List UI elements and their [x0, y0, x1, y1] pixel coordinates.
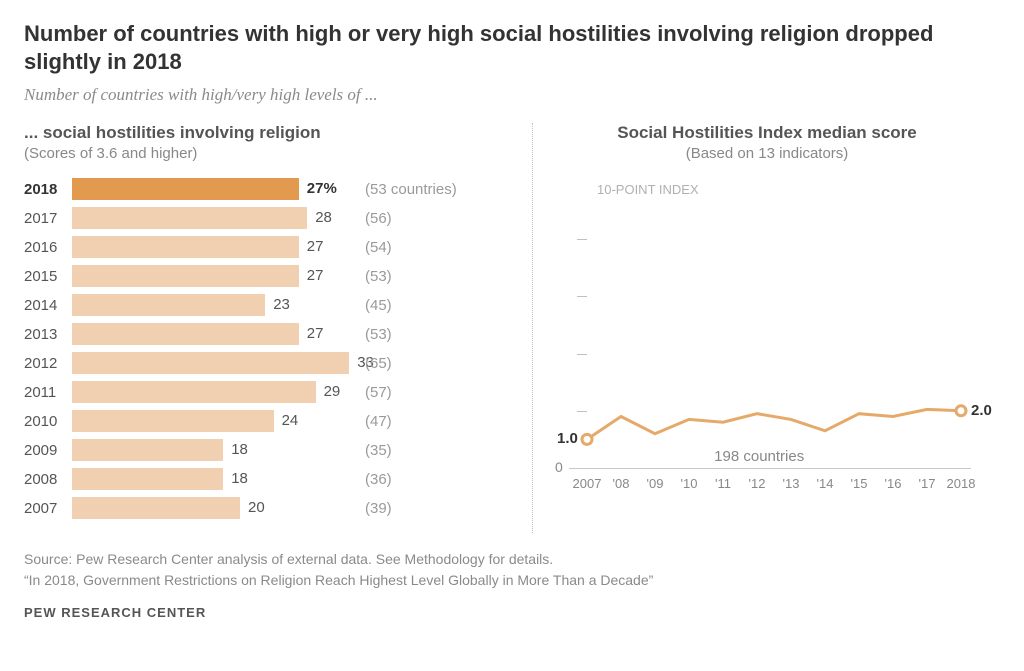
left-panel-title: ... social hostilities involving religio…	[24, 123, 514, 143]
bar-year: 2010	[24, 413, 72, 430]
right-panel-sub: (Based on 13 indicators)	[551, 145, 983, 162]
bar-fill	[72, 178, 299, 200]
bar-row: 201233 (65)	[24, 350, 514, 376]
footer-notes: Source: Pew Research Center analysis of …	[24, 549, 1000, 591]
bar-row: 201327(53)	[24, 321, 514, 347]
bar-year: 2008	[24, 471, 72, 488]
bar-fill	[72, 265, 299, 287]
bar-year: 2014	[24, 297, 72, 314]
line-chart: 10-POINT INDEX 02007'08'09'10'11'12'13'1…	[551, 176, 971, 516]
bar-count: (45)	[365, 297, 495, 314]
right-panel-title: Social Hostilities Index median score	[551, 123, 983, 143]
bar-fill	[72, 439, 223, 461]
bar-fill	[72, 294, 265, 316]
bar-year: 2012	[24, 355, 72, 372]
charts-container: ... social hostilities involving religio…	[24, 123, 1000, 533]
countries-label: 198 countries	[714, 448, 804, 465]
bar-row: 201627(54)	[24, 234, 514, 260]
right-panel: Social Hostilities Index median score (B…	[533, 123, 983, 533]
bar-track: 28	[72, 207, 307, 229]
bar-year: 2013	[24, 326, 72, 343]
bar-count: (39)	[365, 500, 495, 517]
footer-source: Source: Pew Research Center analysis of …	[24, 549, 1000, 570]
bar-count: (35)	[365, 442, 495, 459]
bar-value: 28	[315, 209, 332, 226]
bar-value: 20	[248, 499, 265, 516]
left-panel: ... social hostilities involving religio…	[24, 123, 532, 533]
bar-fill	[72, 352, 349, 374]
bar-count: (57)	[365, 384, 495, 401]
bar-year: 2011	[24, 384, 72, 401]
bar-chart: 201827%(53 countries)201728(56)201627(54…	[24, 176, 514, 521]
bar-year: 2018	[24, 181, 72, 198]
bar-value: 27	[307, 238, 324, 255]
bar-track: 27%	[72, 178, 299, 200]
bar-row: 200818(36)	[24, 466, 514, 492]
bar-count: (56)	[365, 210, 495, 227]
line-svg	[551, 176, 971, 516]
bar-value: 29	[324, 383, 341, 400]
bar-track: 29	[72, 381, 316, 403]
bar-fill	[72, 410, 274, 432]
bar-row: 201129(57)	[24, 379, 514, 405]
bar-fill	[72, 497, 240, 519]
chart-subtitle: Number of countries with high/very high …	[24, 85, 1000, 105]
bar-value: 23	[273, 296, 290, 313]
bar-row: 201024(47)	[24, 408, 514, 434]
bar-row: 201827%(53 countries)	[24, 176, 514, 202]
bar-value: 18	[231, 441, 248, 458]
bar-row: 201423(45)	[24, 292, 514, 318]
bar-fill	[72, 207, 307, 229]
bar-year: 2015	[24, 268, 72, 285]
bar-row: 200720(39)	[24, 495, 514, 521]
bar-value: 18	[231, 470, 248, 487]
bar-count: (36)	[365, 471, 495, 488]
bar-track: 20	[72, 497, 240, 519]
line-end-label: 2.0	[971, 402, 992, 419]
chart-title: Number of countries with high or very hi…	[24, 20, 1000, 75]
bar-track: 27	[72, 236, 299, 258]
bar-track: 18	[72, 439, 223, 461]
bar-fill	[72, 381, 316, 403]
bar-count: (65)	[365, 355, 495, 372]
bar-row: 201527(53)	[24, 263, 514, 289]
bar-count: (53)	[365, 268, 495, 285]
footer-quote: “In 2018, Government Restrictions on Rel…	[24, 570, 1000, 591]
bar-track: 24	[72, 410, 274, 432]
bar-value: 27%	[307, 180, 337, 197]
bar-track: 18	[72, 468, 223, 490]
bar-track: 33	[72, 352, 349, 374]
bar-count: (53 countries)	[365, 181, 495, 198]
bar-year: 2017	[24, 210, 72, 227]
bar-row: 200918(35)	[24, 437, 514, 463]
bar-count: (54)	[365, 239, 495, 256]
bar-fill	[72, 468, 223, 490]
bar-track: 23	[72, 294, 265, 316]
bar-row: 201728(56)	[24, 205, 514, 231]
bar-value: 27	[307, 325, 324, 342]
bar-fill	[72, 323, 299, 345]
bar-value: 24	[282, 412, 299, 429]
bar-track: 27	[72, 323, 299, 345]
bar-fill	[72, 236, 299, 258]
bar-year: 2007	[24, 500, 72, 517]
left-panel-sub: (Scores of 3.6 and higher)	[24, 145, 514, 162]
bar-count: (53)	[365, 326, 495, 343]
line-start-label: 1.0	[557, 430, 578, 447]
org-name: PEW RESEARCH CENTER	[24, 605, 1000, 620]
bar-track: 27	[72, 265, 299, 287]
bar-value: 27	[307, 267, 324, 284]
bar-year: 2009	[24, 442, 72, 459]
bar-year: 2016	[24, 239, 72, 256]
bar-count: (47)	[365, 413, 495, 430]
